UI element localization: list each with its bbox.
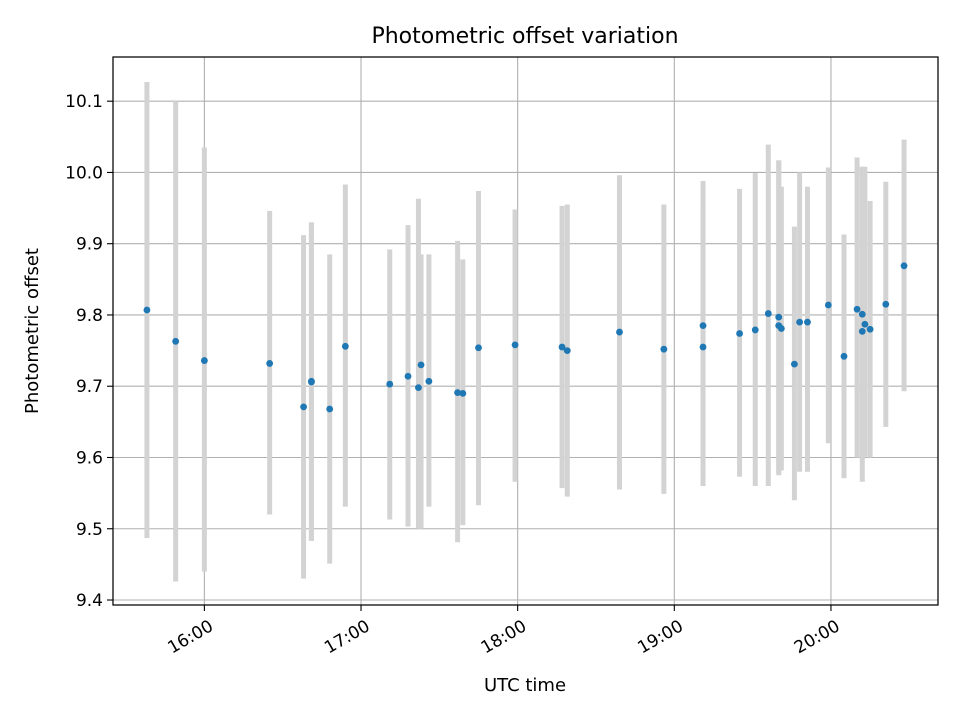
data-point xyxy=(417,361,425,369)
y-tick-label: 9.5 xyxy=(76,520,103,540)
data-point xyxy=(475,344,482,352)
data-point xyxy=(326,405,334,413)
data-point xyxy=(882,300,890,308)
y-tick-label: 9.6 xyxy=(76,448,103,468)
data-point xyxy=(791,360,798,368)
data-point xyxy=(858,327,866,335)
data-point xyxy=(563,347,571,354)
data-point xyxy=(143,306,151,314)
y-tick-label: 10.0 xyxy=(65,163,103,183)
y-tick-label: 9.4 xyxy=(76,591,103,611)
data-point xyxy=(266,360,274,367)
data-point xyxy=(558,343,566,351)
data-point xyxy=(840,352,848,360)
data-point xyxy=(764,310,772,317)
data-point xyxy=(751,326,759,334)
chart-title: Photometric offset variation xyxy=(371,24,678,49)
data-point xyxy=(660,345,668,353)
y-tick-label: 9.9 xyxy=(76,235,103,255)
data-point xyxy=(511,341,519,349)
data-point xyxy=(824,301,832,309)
data-point xyxy=(200,357,208,364)
data-point xyxy=(736,330,743,337)
data-point xyxy=(341,342,349,350)
data-point xyxy=(415,384,422,392)
data-points xyxy=(143,262,908,413)
data-point xyxy=(425,377,433,385)
y-axis-label: Photometric offset xyxy=(22,248,43,414)
data-point xyxy=(699,322,707,330)
y-tick-label: 9.7 xyxy=(76,377,103,397)
data-point xyxy=(699,343,707,351)
data-point xyxy=(777,325,785,332)
data-point xyxy=(861,320,869,328)
y-tick-label: 10.1 xyxy=(65,92,103,112)
data-point xyxy=(853,305,861,313)
data-point xyxy=(308,378,315,386)
x-axis-label: UTC time xyxy=(484,675,566,696)
data-point xyxy=(804,318,811,326)
data-point xyxy=(404,372,412,380)
data-point xyxy=(386,380,394,388)
data-point xyxy=(454,389,462,397)
y-tick-label: 9.8 xyxy=(76,306,103,326)
plot-frame xyxy=(112,56,939,606)
data-point xyxy=(459,389,467,397)
data-point xyxy=(616,328,623,336)
data-point xyxy=(858,310,866,318)
data-point xyxy=(775,313,783,321)
data-point xyxy=(172,337,180,345)
data-point xyxy=(796,318,804,326)
data-point xyxy=(866,325,874,333)
data-point xyxy=(900,262,908,270)
data-point xyxy=(300,403,307,411)
